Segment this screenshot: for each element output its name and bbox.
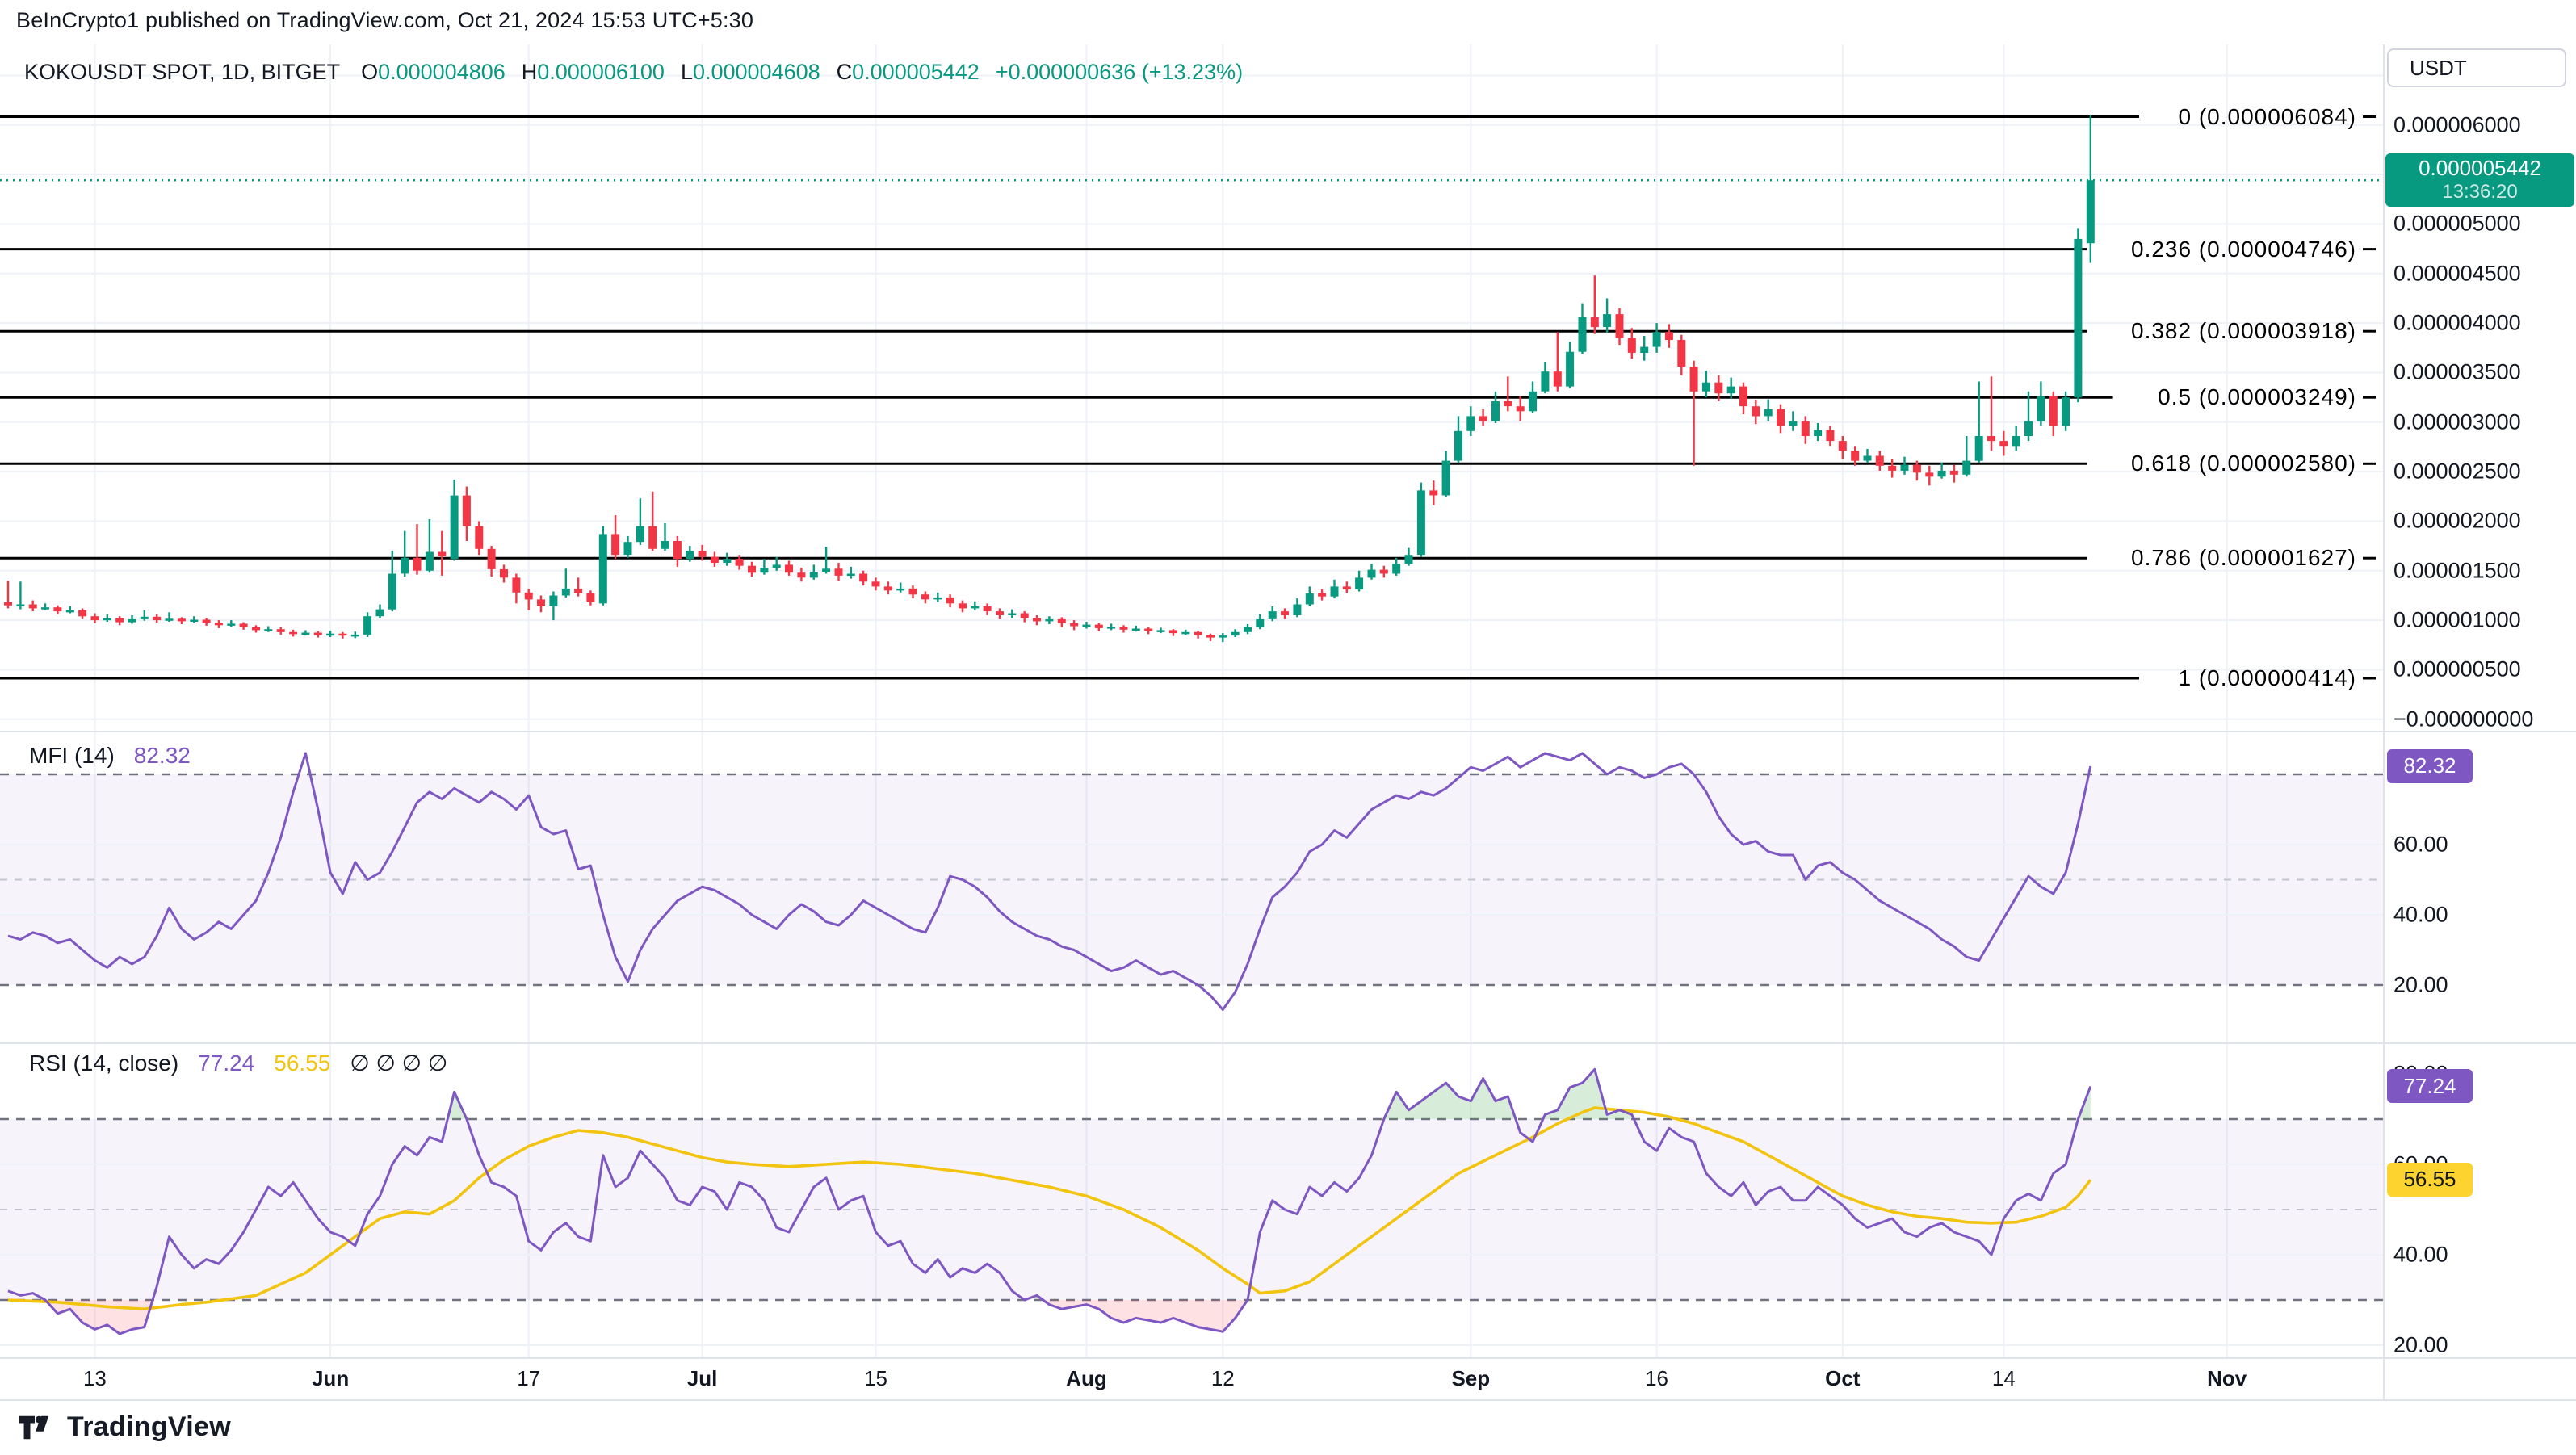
rsi-ma-legend-value: 56.55 (274, 1050, 331, 1076)
rsi-legend: RSI (14, close) 77.24 56.55 ∅ ∅ ∅ ∅ (29, 1050, 447, 1076)
current-price-badge: 0.000005442 13:36:20 (2385, 153, 2574, 208)
mfi-value-badge: 82.32 (2387, 748, 2473, 783)
change-value: +0.000000636 (+13.23%) (995, 60, 1244, 84)
close-value: C 0.000005442 (836, 60, 980, 84)
currency-toggle-button[interactable]: USDT (2387, 48, 2566, 87)
attribution-line[interactable]: BeInCrypto1 published on TradingView.com… (16, 8, 754, 32)
rsi-legend-title: RSI (14, close) (29, 1050, 179, 1076)
high-value: H 0.000006100 (521, 60, 665, 84)
tradingview-watermark[interactable]: TradingView (19, 1411, 231, 1443)
mfi-legend-value: 82.32 (133, 743, 191, 768)
mfi-legend-title: MFI (14) (29, 743, 115, 768)
current-price-value: 0.000005442 (2419, 156, 2541, 181)
symbol-legend: KOKOUSDT SPOT, 1D, BITGET O 0.000004806 H… (24, 60, 1243, 85)
mfi-legend: MFI (14) 82.32 (29, 743, 191, 769)
rsi-legend-value: 77.24 (198, 1050, 255, 1076)
tradingview-logo-text: TradingView (67, 1411, 231, 1442)
bar-countdown: 13:36:20 (2442, 181, 2518, 203)
rsi-value-badge: 77.24 (2387, 1069, 2473, 1104)
open-value: O 0.000004806 (361, 60, 506, 84)
symbol-title: KOKOUSDT SPOT, 1D, BITGET (24, 60, 341, 84)
low-value: L 0.000004608 (680, 60, 820, 84)
rsi-empty-placeholders: ∅ ∅ ∅ ∅ (350, 1050, 448, 1076)
tradingview-logo-icon (19, 1415, 49, 1439)
rsi-ma-value-badge: 56.55 (2387, 1163, 2473, 1197)
